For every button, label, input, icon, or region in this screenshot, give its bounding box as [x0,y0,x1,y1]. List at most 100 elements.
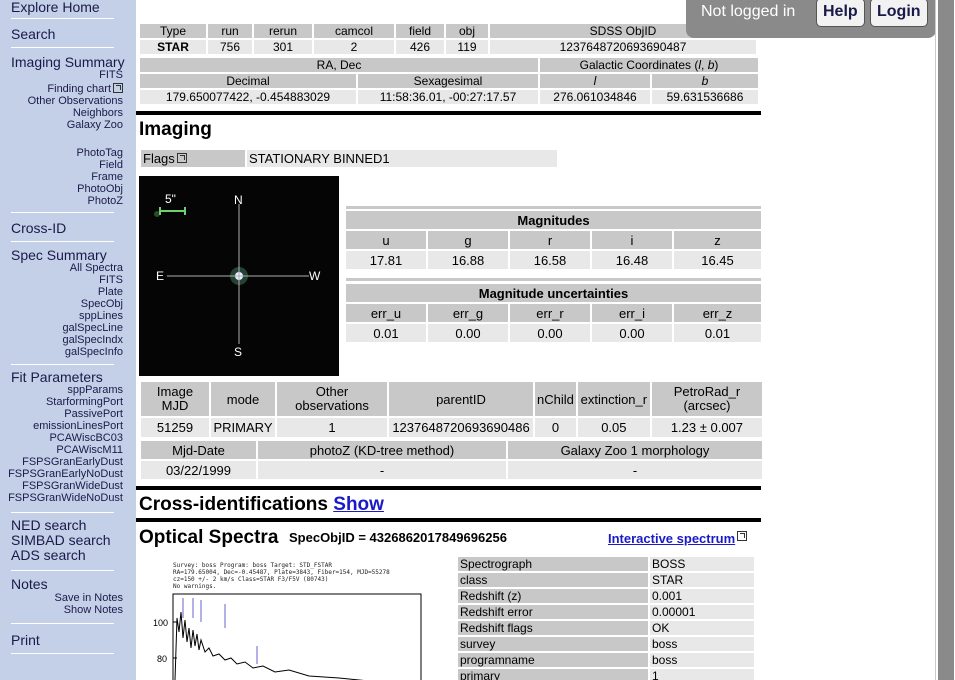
sidebar-fspsgranwidedust[interactable]: FSPSGranWideDust [22,480,123,492]
sidebar-frame[interactable]: Frame [91,171,123,183]
header-field: field [396,24,444,38]
sidebar-fspsgranearlydust[interactable]: FSPSGranEarlyDust [22,456,123,468]
sidebar-fit-parameters[interactable]: Fit Parameters [11,369,103,385]
sidebar-galaxy-zoo[interactable]: Galaxy Zoo [66,119,123,131]
sidebar-cross-id[interactable]: Cross-ID [11,220,67,236]
sidebar-fspsgranearlynodust[interactable]: FSPSGranEarlyNoDust [8,468,123,480]
header-mode: mode [211,382,275,416]
ids-table: Type run rerun camcol field obj SDSS Obj… [138,22,758,56]
sidebar-photoz[interactable]: PhotoZ [87,195,123,207]
spectrum-param-value: boss [650,637,754,651]
sidebar: Explore Home Search Imaging Summary FITS… [0,0,136,680]
flags-link[interactable]: Flags [143,151,175,166]
background-star [154,211,160,217]
sidebar-fits[interactable]: FITS [99,69,123,81]
login-status: Not logged in [701,3,796,20]
header-decimal: Decimal [140,74,356,88]
spectrum-header: Survey: boss Program: boss Target: STD_F… [173,562,390,590]
spectrum-param-key: programname [458,653,648,667]
interactive-spectrum-link[interactable]: Interactive spectrum [608,531,736,546]
spectrum-param-row: Redshift error 0.00001 [458,605,754,619]
external-link-icon [176,153,187,163]
uncertainties-table: Magnitude uncertainties err_u err_g err_… [344,282,763,344]
sidebar-plate[interactable]: Plate [97,286,123,298]
sidebar-pcawiscm11[interactable]: PCAWiscM11 [56,444,123,456]
sidebar-field[interactable]: Field [99,159,123,171]
sidebar-spplines[interactable]: sppLines [78,310,123,322]
sidebar-simbad-search[interactable]: SIMBAD search [11,532,111,548]
header-camcol: camcol [314,24,394,38]
sidebar-save-in-notes[interactable]: Save in Notes [54,592,123,604]
value-run: 756 [208,40,252,54]
sidebar-print[interactable]: Print [11,632,40,648]
sidebar-galspecinfo[interactable]: galSpecInfo [64,346,123,358]
spectrum-param-row: Spectrograph BOSS [458,557,754,571]
header-galactic-sep: , [701,58,708,72]
spectrum-plot: 100 80 [153,593,422,680]
unc-divider [346,278,761,281]
sidebar-all-spectra[interactable]: All Spectra [69,262,123,274]
sidebar-pcawiscbc03[interactable]: PCAWiscBC03 [49,432,123,444]
sidebar-ads-search[interactable]: ADS search [11,547,86,563]
finding-chart-image[interactable]: 5" N S E W [139,176,339,376]
spectrum-param-value: OK [650,621,754,635]
sidebar-finding-chart[interactable]: Finding chart [0,83,136,95]
sidebar-imaging-summary[interactable]: Imaging Summary [11,54,125,70]
scrollbar-track[interactable] [938,0,954,680]
y-tick-label: 80 [157,654,167,664]
sidebar-spec-summary[interactable]: Spec Summary [11,247,107,263]
cross-id-heading: Cross-identifications Show [139,494,384,516]
header-rerun: rerun [254,24,312,38]
err-band-z: err_z [674,304,761,322]
mag-u: 17.81 [346,251,426,269]
value-extinction-r: 0.05 [577,418,650,437]
sidebar-search[interactable]: Search [11,26,56,42]
header-galaxy-zoo: Galaxy Zoo 1 morphology [508,441,762,459]
sidebar-ned-search[interactable]: NED search [11,517,87,533]
sidebar-finding-chart-label: Finding chart [47,83,111,95]
header-extinction-r: extinction_r [577,382,650,416]
value-galaxy-zoo: - [508,461,762,479]
scrollbar[interactable] [935,0,955,680]
sidebar-specobj[interactable]: SpecObj [80,298,123,310]
interactive-spectrum[interactable]: Interactive spectrum [608,531,748,546]
value-l: 276.061034846 [540,90,650,104]
header-galactic-l: l [698,58,702,72]
sidebar-sppparams[interactable]: sppParams [67,384,123,396]
morphology-table: Mjd-Date photoZ (KD-tree method) Galaxy … [139,439,764,481]
sidebar-passiveport[interactable]: PassivePort [64,408,123,420]
header-nchild: nChild [535,382,576,416]
spectrum-param-key: survey [458,637,648,651]
sidebar-fspsgranwidenodust[interactable]: FSPSGranWideNoDust [8,492,123,504]
sidebar-explore-home[interactable]: Explore Home [11,0,100,15]
sidebar-show-notes[interactable]: Show Notes [63,604,123,616]
sidebar-photoobj[interactable]: PhotoObj [77,183,123,195]
err-u: 0.01 [346,324,426,342]
flags-value: STATIONARY BINNED1 [247,150,557,167]
sidebar-neighbors[interactable]: Neighbors [72,107,123,119]
value-type: STAR [140,40,206,54]
spectrum-image[interactable]: Survey: boss Program: boss Target: STD_F… [139,558,429,680]
sidebar-starformingport[interactable]: StarformingPort [45,396,123,408]
spectrum-param-value: 0.00001 [650,605,754,619]
sidebar-galspecline[interactable]: galSpecLine [62,322,123,334]
spectrum-param-row: class STAR [458,573,754,587]
cross-id-show-link[interactable]: Show [333,494,384,515]
err-band-u: err_u [346,304,426,322]
sidebar-spec-fits[interactable]: FITS [99,274,123,286]
login-button[interactable]: Login [870,0,928,27]
sidebar-other-observations[interactable]: Other Observations [27,95,123,107]
err-band-g: err_g [428,304,508,322]
err-z: 0.01 [674,324,761,342]
spectrum-param-key: Redshift flags [458,621,648,635]
sidebar-galspecindx[interactable]: galSpecIndx [62,334,123,346]
sidebar-phototag[interactable]: PhotoTag [76,147,123,159]
help-button[interactable]: Help [816,0,865,27]
spectrum-header-line: cz=150 +/- 2 km/s Class=STAR F3/F5V (807… [173,576,329,583]
sidebar-notes[interactable]: Notes [11,576,48,592]
external-link-icon [737,531,748,541]
spectrum-param-key: primary [458,669,648,680]
flags-label-cell[interactable]: Flags [141,150,245,167]
sidebar-emissionlinesport[interactable]: emissionLinesPort [33,420,123,432]
header-image-mjd: Image MJD [141,382,209,416]
